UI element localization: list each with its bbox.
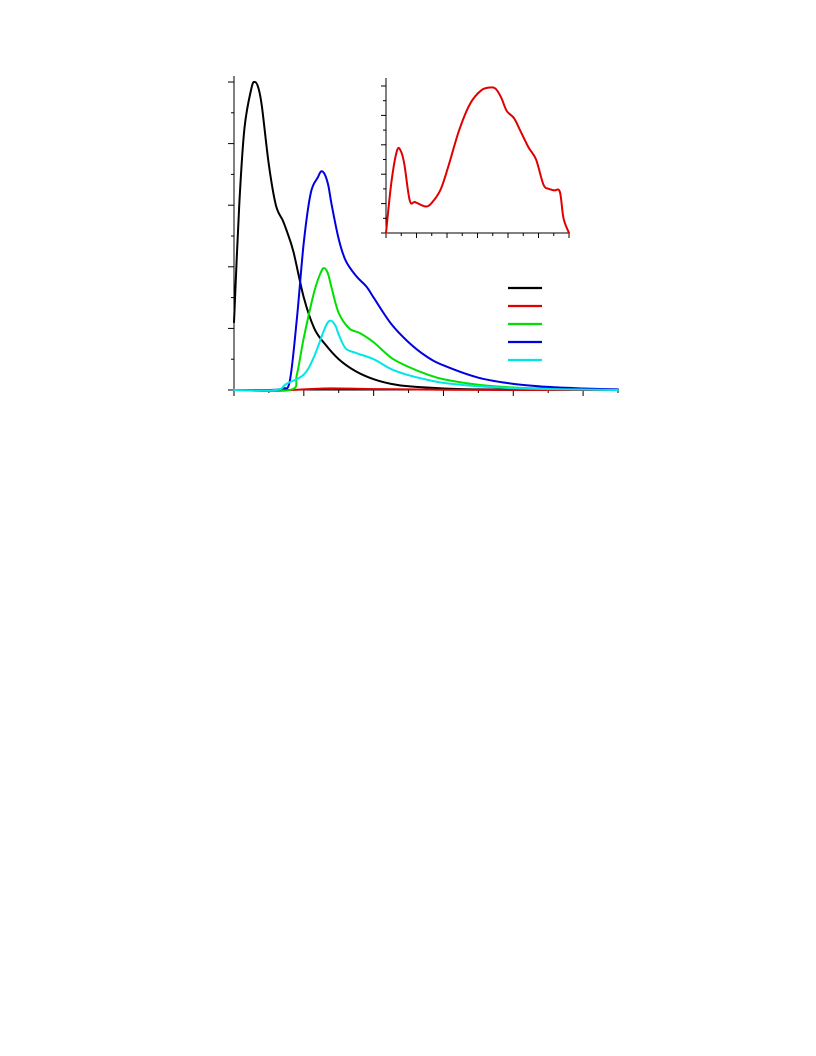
inset-series-line-1 xyxy=(385,86,570,234)
legend xyxy=(508,286,542,362)
inset-plot xyxy=(381,78,570,238)
main-series-line-3 xyxy=(233,267,619,393)
main-series-line-2 xyxy=(233,387,619,392)
main-series-line-1 xyxy=(233,80,619,392)
main-plot xyxy=(228,76,619,396)
main-series-line-5 xyxy=(233,319,619,392)
main-series-line-4 xyxy=(233,170,619,392)
